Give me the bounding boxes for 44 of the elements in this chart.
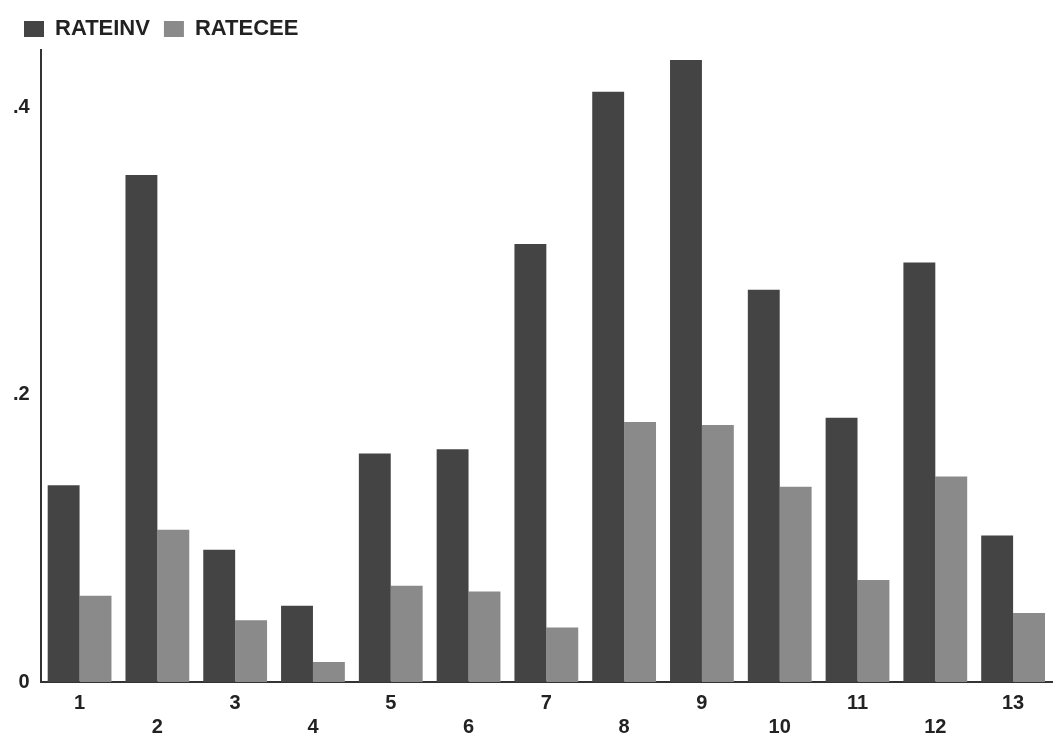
bar — [436, 449, 469, 682]
x-tick-label: 2 — [151, 714, 163, 737]
bar — [592, 91, 625, 682]
bar — [825, 417, 858, 682]
x-tick-label: 7 — [540, 690, 552, 713]
bar — [468, 591, 501, 682]
bar — [981, 535, 1014, 682]
bar — [358, 453, 391, 682]
x-tick-label: 11 — [846, 690, 869, 713]
x-tick-label: 6 — [462, 714, 475, 737]
y-tick-label: .4 — [12, 94, 31, 117]
bar — [546, 627, 579, 682]
bar — [79, 595, 112, 682]
x-tick-label: 9 — [696, 690, 708, 713]
bar — [281, 605, 313, 682]
x-tick-label: 8 — [618, 714, 630, 737]
bar — [312, 661, 345, 682]
bar — [514, 243, 547, 682]
bar — [624, 422, 657, 682]
bar — [935, 476, 968, 682]
bar — [125, 174, 158, 682]
bar — [701, 424, 734, 682]
x-tick-label: 1 — [74, 690, 86, 713]
bar — [670, 60, 702, 682]
y-tick-label: 0 — [18, 669, 30, 692]
bar — [47, 485, 80, 682]
bar — [903, 262, 936, 682]
bar — [203, 549, 236, 682]
x-tick-label: 5 — [385, 690, 397, 713]
legend-label: RATECEE — [194, 15, 299, 41]
bar — [857, 580, 890, 682]
legend-label: RATEINV — [55, 15, 151, 41]
bar — [1013, 613, 1045, 682]
x-tick-label: 13 — [1001, 690, 1025, 713]
x-tick-label: 12 — [924, 714, 947, 737]
bar — [747, 289, 780, 682]
y-tick-label: .2 — [12, 382, 30, 405]
bar — [235, 620, 268, 682]
bar — [779, 486, 812, 682]
x-tick-label: 10 — [768, 714, 791, 737]
bar — [390, 585, 423, 682]
x-tick-label: 4 — [307, 714, 320, 737]
x-tick-label: 3 — [229, 690, 241, 713]
bar — [157, 529, 190, 682]
